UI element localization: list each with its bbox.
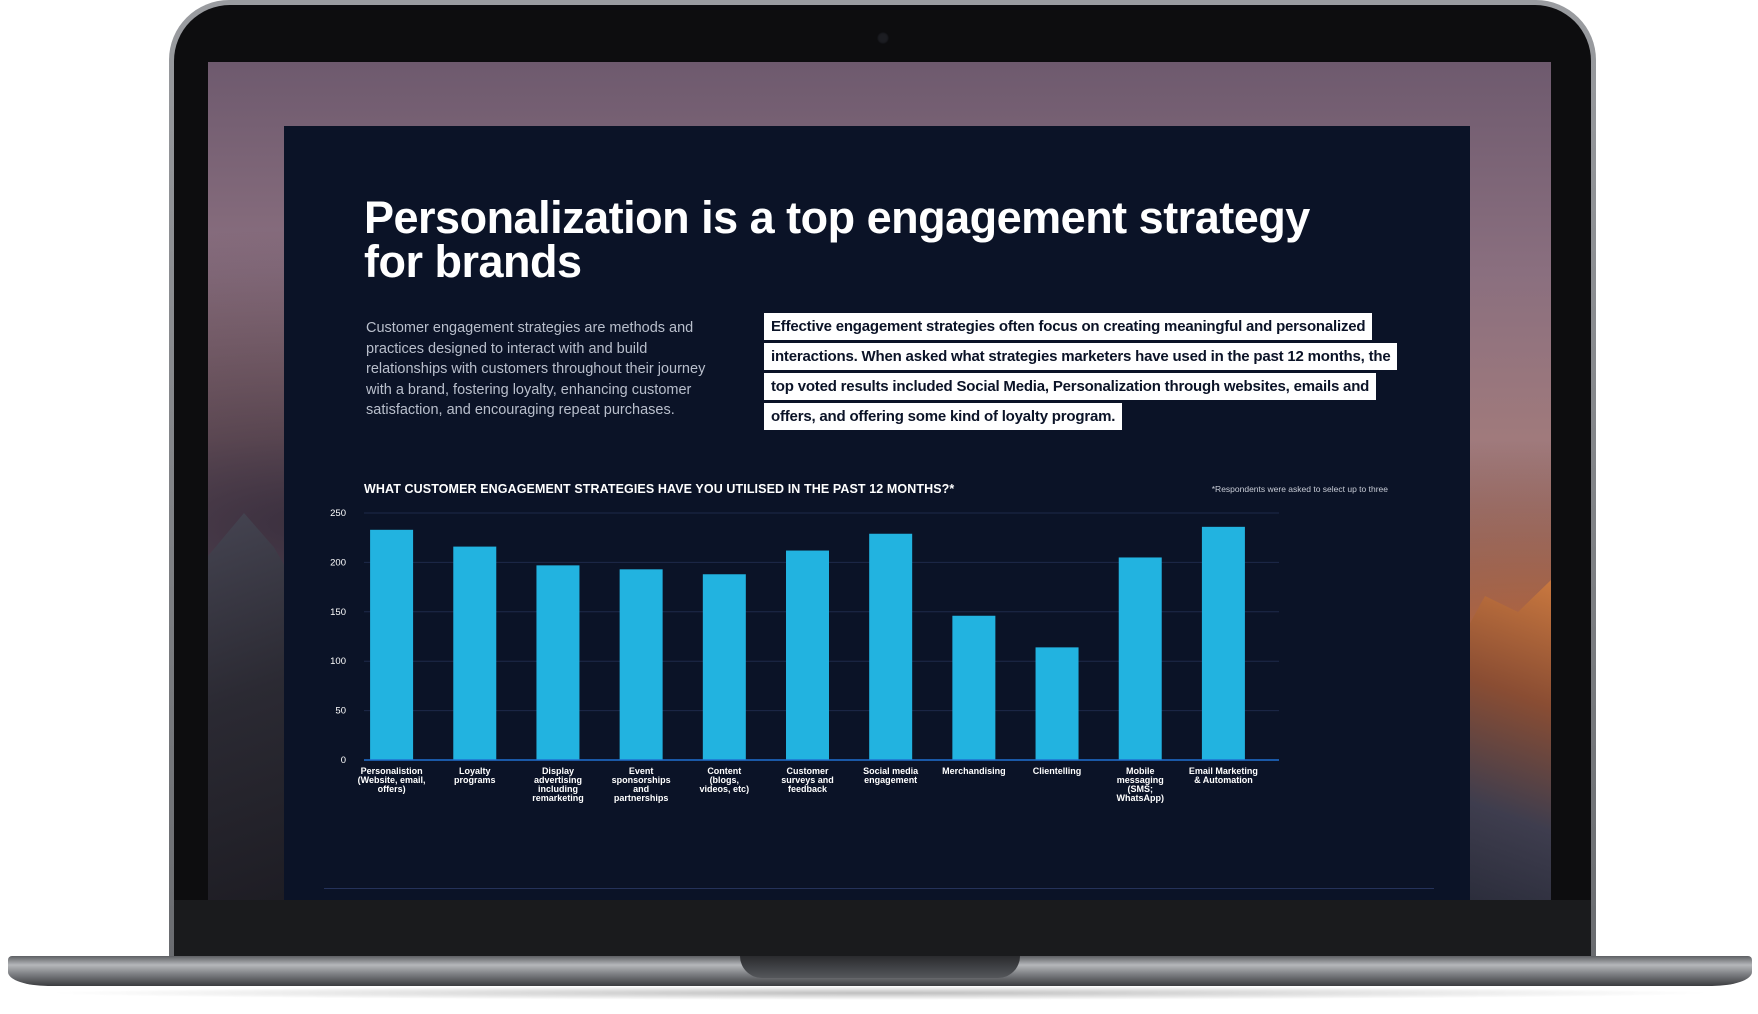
x-tick-label: Customer surveys and feedback: [781, 766, 834, 794]
highlight-line-text: top voted results included Social Media,…: [764, 373, 1377, 400]
bar: [370, 529, 414, 760]
x-tick-label-line: advertising: [534, 775, 582, 785]
x-tick-label: Merchandising: [942, 766, 1006, 776]
highlight-quote: Effective engagement strategies often fo…: [764, 313, 1404, 433]
x-tick-label: Email Marketing & Automation: [1189, 766, 1258, 785]
presentation-slide: Personalization is a top engagement stra…: [284, 126, 1470, 900]
bar: [1035, 647, 1079, 760]
bar: [702, 574, 746, 760]
chart-title: WHAT CUSTOMER ENGAGEMENT STRATEGIES HAVE…: [364, 482, 955, 496]
y-tick-label: 50: [335, 706, 346, 717]
bar: [453, 546, 497, 760]
highlight-line-text: interactions. When asked what strategies…: [764, 343, 1398, 370]
x-tick-label: Content (blogs, videos, etc): [700, 766, 750, 794]
x-tick-label-line: Display: [542, 766, 574, 776]
x-tick-label-line: engagement: [864, 775, 917, 785]
laptop-hinge-notch: [740, 956, 1020, 978]
x-tick-label-line: including: [538, 784, 578, 794]
x-tick-label-line: WhatsApp): [1116, 793, 1164, 803]
x-tick-label: Loyalty programs: [454, 766, 496, 785]
bar: [952, 615, 996, 760]
bar: [619, 569, 663, 760]
x-tick-label-line: and: [633, 784, 649, 794]
x-tick-label-line: (SMS;: [1127, 784, 1153, 794]
x-tick-label: Display advertising including remarketing: [532, 766, 584, 803]
bar: [1118, 557, 1162, 760]
highlight-line-text: offers, and offering some kind of loyalt…: [764, 403, 1123, 430]
x-tick-label-line: Personalistion: [361, 766, 423, 776]
x-tick-label: Personalistion (Website, email, offers): [358, 766, 426, 794]
bar-chart: 0 50 100 150 200 250 Personalistion (Website, e…: [330, 508, 1279, 803]
x-tick-label-line: Email Marketing: [1189, 766, 1258, 776]
x-tick-label-line: videos, etc): [700, 784, 750, 794]
camera-icon: [877, 32, 889, 44]
highlight-line: top voted results included Social Media,…: [764, 373, 1404, 400]
laptop-bottom-bezel: [174, 900, 1591, 956]
x-tick-label: Event sponsorships and partnerships: [612, 766, 671, 803]
y-tick-label: 0: [341, 755, 346, 766]
bar: [786, 550, 829, 760]
x-tick-label-line: sponsorships: [612, 775, 671, 785]
x-tick-label: Clientelling: [1033, 766, 1082, 776]
x-tick-label-line: Mobile: [1126, 766, 1155, 776]
slide-bottom-rule: [324, 888, 1434, 889]
y-tick-label: 200: [330, 557, 346, 568]
x-tick-label-line: Social media: [863, 766, 919, 776]
x-tick-label-line: programs: [454, 775, 496, 785]
highlight-line: Effective engagement strategies often fo…: [764, 313, 1404, 340]
x-tick-label-line: surveys and: [781, 775, 834, 785]
x-tick-label-line: (blogs,: [710, 775, 740, 785]
x-tick-label-line: messaging: [1117, 775, 1164, 785]
x-tick-label-line: offers): [378, 784, 406, 794]
x-tick-label-line: Merchandising: [942, 766, 1006, 776]
chart-footnote: *Respondents were asked to select up to …: [1211, 484, 1388, 494]
highlight-line: interactions. When asked what strategies…: [764, 343, 1404, 370]
highlight-line: offers, and offering some kind of loyalt…: [764, 403, 1404, 430]
highlight-line-text: Effective engagement strategies often fo…: [764, 313, 1373, 340]
x-tick-label-line: Content: [707, 766, 741, 776]
laptop-screen: Personalization is a top engagement stra…: [208, 62, 1551, 900]
x-tick-label-line: partnerships: [614, 793, 669, 803]
x-tick-label-line: Customer: [786, 766, 829, 776]
x-tick-label-line: Clientelling: [1033, 766, 1082, 776]
x-tick-label-line: (Website, email,: [358, 775, 426, 785]
slide-title: Personalization is a top engagement stra…: [364, 192, 1310, 287]
y-tick-label: 250: [330, 508, 346, 519]
bar: [1201, 526, 1245, 760]
x-tick-label-line: Event: [629, 766, 654, 776]
bar: [869, 533, 913, 760]
slide-intro-text: Customer engagement strategies are metho…: [366, 320, 706, 418]
y-tick-label: 100: [330, 656, 346, 667]
x-tick-label-line: & Automation: [1194, 775, 1253, 785]
x-tick-label: Social media engagement: [863, 766, 919, 785]
x-tick-label-line: Loyalty: [459, 766, 491, 776]
x-tick-label-line: remarketing: [532, 793, 584, 803]
x-tick-label: Mobile messaging (SMS; WhatsApp): [1116, 766, 1164, 803]
y-tick-label: 150: [330, 607, 346, 618]
x-tick-label-line: feedback: [788, 784, 828, 794]
laptop-shadow: [40, 986, 1720, 1000]
bar: [536, 565, 580, 760]
